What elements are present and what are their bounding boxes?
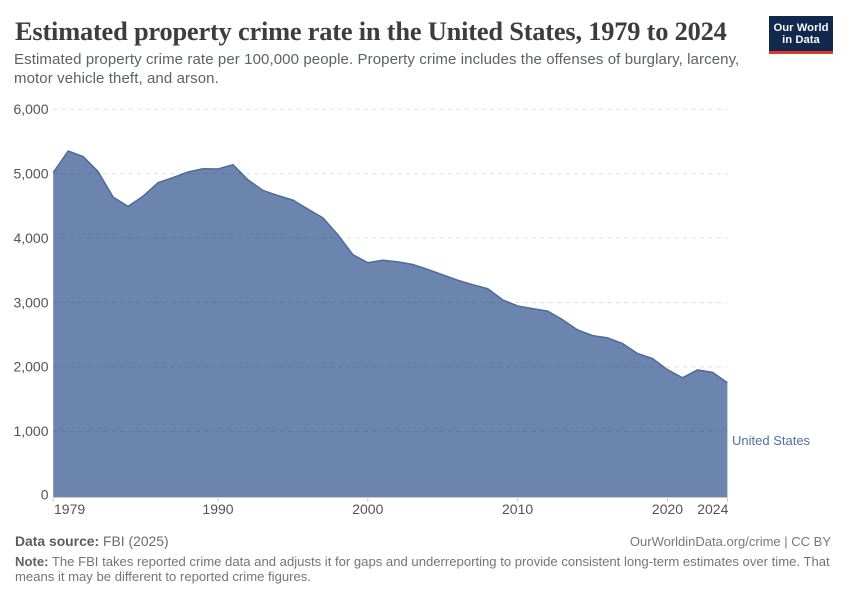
svg-text:5,000: 5,000 <box>13 165 48 181</box>
svg-text:2,000: 2,000 <box>13 359 48 375</box>
svg-text:2020: 2020 <box>652 501 683 517</box>
svg-text:1990: 1990 <box>202 501 233 517</box>
svg-text:4,000: 4,000 <box>13 230 48 246</box>
svg-text:2010: 2010 <box>502 501 533 517</box>
svg-text:2024: 2024 <box>697 501 728 517</box>
svg-text:3,000: 3,000 <box>13 294 48 310</box>
svg-text:1979: 1979 <box>54 501 85 517</box>
svg-text:6,000: 6,000 <box>13 101 48 117</box>
svg-text:2000: 2000 <box>352 501 383 517</box>
svg-text:0: 0 <box>41 487 49 503</box>
svg-text:1,000: 1,000 <box>13 423 48 439</box>
